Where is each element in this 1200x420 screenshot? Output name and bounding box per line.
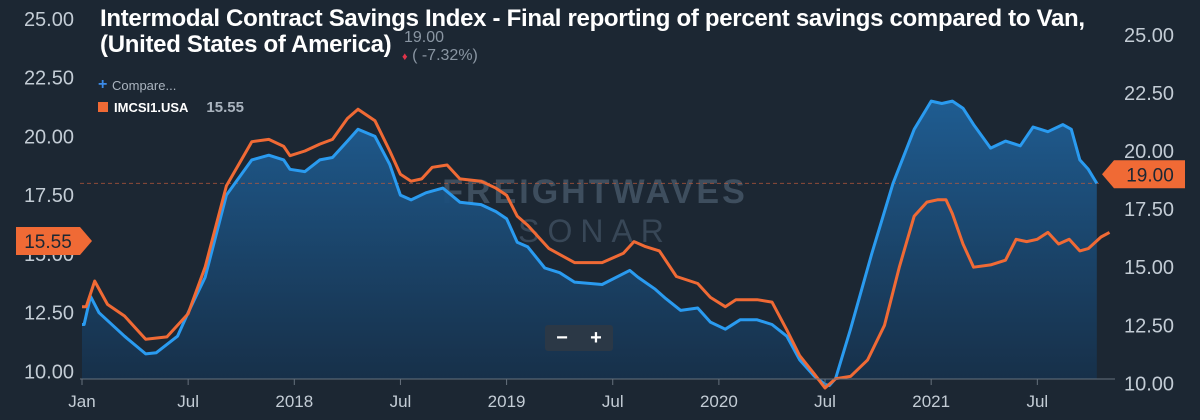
line-layer: [82, 99, 1111, 390]
left-value-badge-label: 15.55: [24, 232, 72, 253]
right-tick-label: 15.00: [1124, 257, 1174, 279]
right-tick-label: 10.00: [1124, 373, 1174, 395]
chart-title: Intermodal Contract Savings Index - Fina…: [100, 6, 1085, 58]
series-line-1: [82, 107, 1111, 390]
watermark: FREIGHTWAVES SONAR: [442, 173, 748, 249]
current-value: 19.00: [404, 29, 445, 46]
right-tick-label: 22.50: [1124, 83, 1174, 105]
area-layer: [82, 101, 1097, 386]
down-arrow-icon: ♦: [402, 51, 408, 63]
left-tick-label: 17.50: [24, 185, 74, 207]
x-tick-label: 2018: [275, 392, 313, 411]
right-value-badge: [1102, 160, 1185, 189]
x-tick-label: Jul: [1026, 392, 1048, 411]
current-value-badges: 15.55 19.00: [16, 160, 1185, 255]
x-tick-label: Jan: [68, 392, 95, 411]
series-swatch: [98, 102, 108, 112]
legend: + Compare... IMCSI1.USA 15.55: [98, 76, 244, 120]
chart-title-line1: Intermodal Contract Savings Index - Fina…: [100, 5, 1085, 32]
plus-icon: +: [98, 76, 108, 93]
series-value: 15.55: [206, 98, 244, 116]
series-name: IMCSI1.USA: [114, 99, 189, 115]
left-tick-label: 20.00: [24, 126, 74, 148]
right-value-badge-label: 19.00: [1126, 165, 1174, 186]
zoom-controls: − +: [545, 325, 613, 351]
x-tick-label: Jul: [814, 392, 836, 411]
change-percent: ( -7.32%): [412, 47, 478, 64]
compare-button[interactable]: + Compare...: [98, 76, 244, 94]
left-tick-label: 22.50: [24, 68, 74, 90]
series-area-0: [82, 101, 1097, 386]
x-tick-label: Jul: [390, 392, 412, 411]
right-tick-label: 25.00: [1124, 25, 1174, 47]
x-tick-label: 2020: [700, 392, 738, 411]
right-tick-label: 20.00: [1124, 141, 1174, 163]
compare-label: Compare...: [112, 77, 177, 93]
x-tick-label: Jul: [602, 392, 624, 411]
right-tick-label: 17.50: [1124, 199, 1174, 221]
x-axis: Jan Jul 2018 Jul 2019 Jul 2020 Jul 2021 Jul: [68, 379, 1048, 411]
right-tick-label: 12.50: [1124, 315, 1174, 337]
left-tick-label: 12.50: [24, 303, 74, 325]
left-tick-label: 25.00: [24, 9, 74, 31]
x-tick-label: 2019: [488, 392, 526, 411]
x-tick-label: 2021: [912, 392, 950, 411]
watermark-line2: SONAR: [518, 213, 672, 249]
series-line-0: [82, 99, 1099, 388]
left-tick-label: 10.00: [24, 361, 74, 383]
legend-item-imcsi1[interactable]: IMCSI1.USA 15.55: [98, 98, 244, 116]
zoom-in-button[interactable]: +: [590, 327, 602, 349]
x-tick-label: Jul: [177, 392, 199, 411]
chart-title-line2: (United States of America): [100, 31, 392, 58]
change-readout: ♦ ( -7.32%): [402, 47, 478, 65]
right-axis: 10.00 12.50 15.00 17.50 20.00 22.50 25.00: [1124, 25, 1174, 396]
zoom-out-button[interactable]: −: [556, 327, 568, 349]
watermark-line1: FREIGHTWAVES: [442, 173, 748, 211]
left-value-badge: [16, 226, 92, 255]
